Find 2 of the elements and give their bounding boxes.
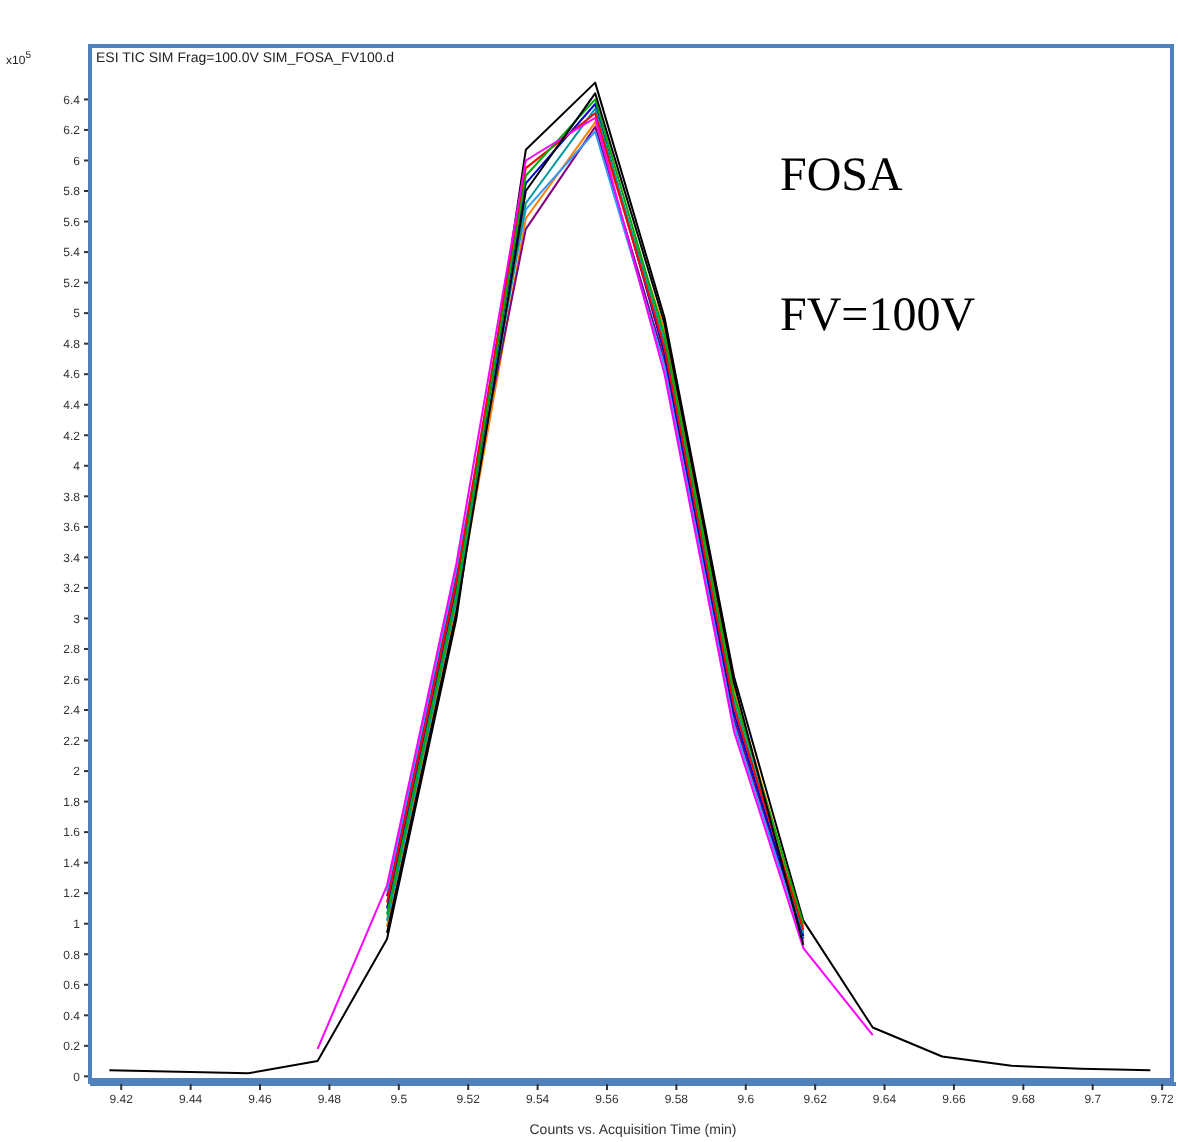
annotation: FOSA <box>780 150 903 204</box>
annotation: FV=100V <box>780 290 976 344</box>
